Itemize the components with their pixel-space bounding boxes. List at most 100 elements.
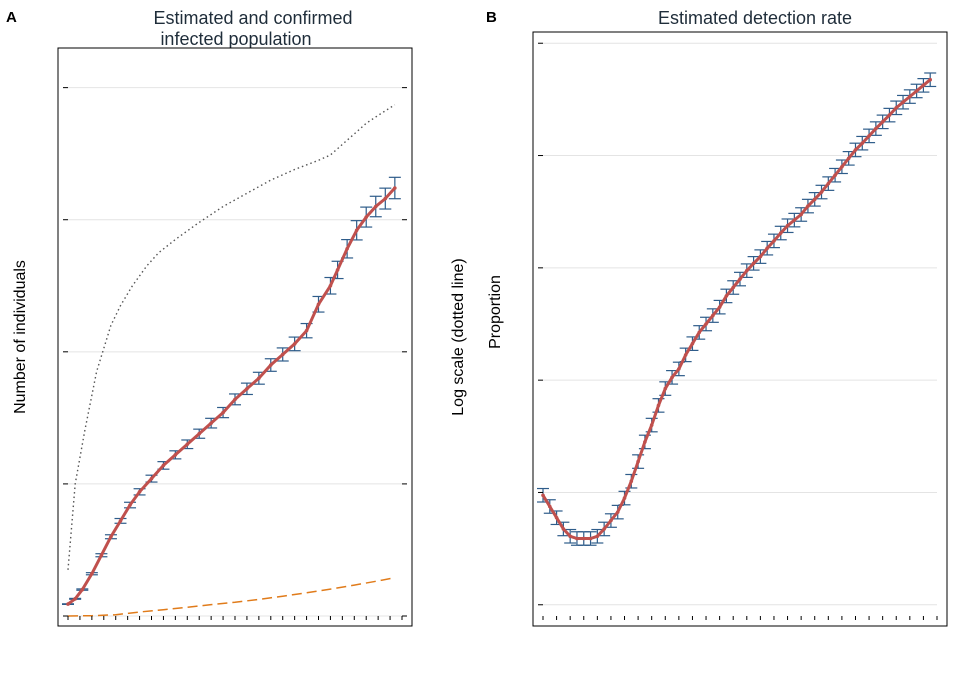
panel-a-data-point — [80, 587, 85, 592]
panel-a-plot-frame — [57, 47, 413, 627]
panel-b-data-point — [663, 386, 668, 391]
panel-a-data-point — [173, 453, 178, 457]
panel-a-data-point — [221, 410, 225, 415]
panel-b-data-point — [731, 285, 736, 290]
panel-b-data-point — [575, 536, 579, 541]
panel-b-data-point — [697, 330, 702, 335]
panel-b-data-point — [894, 106, 899, 110]
panel-a-y-axis-label: Number of individuals — [12, 260, 29, 414]
panel-b-data-point — [554, 515, 559, 520]
panel-b-data-point — [914, 89, 919, 93]
panel-b-data-point — [765, 246, 769, 250]
panel-a-data-point — [245, 387, 249, 391]
panel-b-data-point — [724, 294, 729, 298]
panel-b-data-point — [744, 268, 749, 273]
panel-a-data-point — [383, 196, 388, 201]
panel-a-data-point — [90, 571, 94, 576]
panel-b-data-point — [568, 534, 572, 539]
panel-a-series-line-confirmed — [67, 576, 395, 617]
panel-b-data-point — [656, 403, 661, 408]
panel-a-data-point — [373, 204, 378, 209]
panel-a-data-point — [161, 463, 166, 468]
panel-b-data-point — [846, 156, 851, 161]
panel-b-data-point — [561, 527, 566, 531]
panel-b-data-point — [772, 239, 776, 243]
panel-b-data-point — [792, 218, 797, 222]
panel-b-data-point — [887, 113, 892, 117]
panel-b-data-point — [629, 479, 634, 484]
panel-a-data-point — [128, 503, 132, 507]
panel-b-data-point — [738, 277, 742, 281]
panel-b-letter: B — [486, 9, 497, 26]
panel-b-data-point — [812, 197, 817, 202]
panel-b-series — [537, 72, 937, 546]
panel-a-data-point — [280, 352, 285, 357]
panel-b-data-point — [670, 375, 674, 380]
panel-a-series-line-estimated — [67, 186, 396, 606]
panel-b: B Estimated detection rate Proportion — [486, 8, 948, 627]
panel-b-data-point — [643, 440, 647, 444]
panel-b-plot-frame — [532, 31, 948, 627]
panel-a-gridlines — [68, 87, 402, 617]
panel-a-data-point — [118, 519, 123, 523]
panel-a-data-point — [292, 342, 297, 346]
panel-a-data-point — [335, 268, 340, 272]
panel-b-data-point — [785, 223, 790, 228]
panel-b-data-point — [840, 164, 844, 169]
panel-b-data-point — [649, 423, 654, 427]
panel-b-data-point — [778, 231, 783, 235]
panel-b-data-point — [806, 204, 810, 208]
panel-a-data-point — [233, 397, 237, 402]
panel-a-data-point — [149, 476, 154, 481]
panel-b-series-line-estimated — [541, 78, 932, 540]
panel-a-data-point — [328, 283, 333, 288]
panel-a-data-point — [345, 246, 349, 251]
panel-b-data-point — [588, 536, 593, 541]
panel-b-data-point — [853, 148, 858, 152]
panel-b-data-point — [751, 261, 756, 266]
panel-b-data-point — [609, 518, 613, 523]
panel-b-data-point — [595, 534, 600, 539]
panel-a-data-point — [185, 442, 190, 447]
panel-b-data-point — [547, 504, 552, 509]
panel-b-data-point — [921, 83, 926, 88]
panel-b-data-point — [636, 459, 640, 464]
panel-b-data-point — [819, 190, 824, 194]
panel-b-data-point — [622, 496, 627, 500]
panel-b-data-point — [541, 493, 545, 498]
panel-b-data-point — [867, 134, 871, 138]
panel-a-data-point — [137, 490, 142, 494]
panel-b-data-point — [704, 322, 708, 326]
panel-b-title: Estimated detection rate — [658, 8, 852, 28]
panel-b-data-point — [880, 120, 885, 124]
panel-b-data-point — [860, 141, 865, 145]
panel-a-data-point — [73, 597, 77, 601]
panel-a-data-point — [393, 186, 397, 190]
panel-b-data-point — [901, 100, 905, 104]
panel-b-y-axis-label: Proportion — [487, 275, 504, 349]
panel-a-title-line-2: infected population — [160, 29, 311, 49]
panel-b-data-point — [615, 510, 620, 514]
panel-a-y2-axis-label: Log scale (dotted line) — [450, 258, 467, 415]
panel-b-gridlines — [543, 42, 937, 606]
panel-b-data-point — [826, 181, 831, 186]
panel-b-data-point — [799, 212, 803, 217]
panel-b-data-point — [690, 341, 695, 346]
panel-a-data-point — [257, 376, 261, 381]
panel-b-data-point — [581, 536, 586, 541]
panel-a-series — [62, 104, 401, 617]
panel-a-data-point — [268, 363, 273, 367]
panel-b-data-point — [717, 305, 722, 309]
panel-b-data-point — [683, 353, 688, 357]
panel-a-data-point — [354, 228, 359, 233]
panel-b-data-point — [602, 527, 606, 531]
panel-b-axes — [538, 42, 938, 620]
panel-b-data-point — [711, 313, 715, 318]
panel-a-data-point — [304, 328, 309, 333]
panel-b-data-point — [908, 94, 912, 99]
panel-a-data-point — [364, 215, 369, 219]
panel-a-title-line-1: Estimated and confirmed — [153, 8, 352, 28]
panel-b-data-point — [833, 173, 837, 177]
panel-b-data-point — [677, 367, 681, 371]
